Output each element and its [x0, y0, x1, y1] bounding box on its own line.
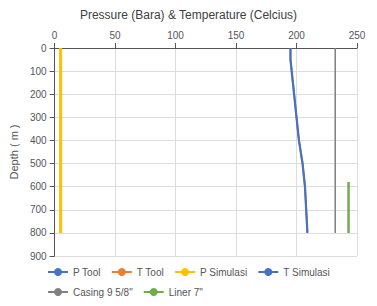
svg-text:100: 100: [167, 30, 184, 41]
svg-text:P Simulasi: P Simulasi: [200, 267, 247, 278]
svg-text:100: 100: [30, 66, 47, 77]
svg-text:Liner 7": Liner 7": [169, 287, 204, 298]
svg-text:Pressure (Bara) & Temperature: Pressure (Bara) & Temperature (Celcius): [80, 8, 297, 22]
svg-text:Casing 9 5/8": Casing 9 5/8": [73, 287, 133, 298]
svg-text:500: 500: [30, 158, 47, 169]
svg-text:600: 600: [30, 181, 47, 192]
svg-text:800: 800: [30, 227, 47, 238]
svg-text:300: 300: [30, 112, 47, 123]
svg-text:Depth ( m ): Depth ( m ): [8, 124, 20, 179]
svg-text:900: 900: [30, 251, 47, 262]
svg-text:0: 0: [52, 30, 58, 41]
svg-text:T Tool: T Tool: [137, 267, 164, 278]
svg-text:200: 200: [288, 30, 305, 41]
svg-text:700: 700: [30, 204, 47, 215]
svg-text:50: 50: [110, 30, 122, 41]
svg-text:250: 250: [349, 30, 366, 41]
svg-text:0: 0: [41, 43, 47, 54]
svg-text:200: 200: [30, 89, 47, 100]
svg-text:P Tool: P Tool: [73, 267, 100, 278]
svg-text:400: 400: [30, 135, 47, 146]
svg-text:T Simulasi: T Simulasi: [283, 267, 330, 278]
svg-text:150: 150: [228, 30, 245, 41]
